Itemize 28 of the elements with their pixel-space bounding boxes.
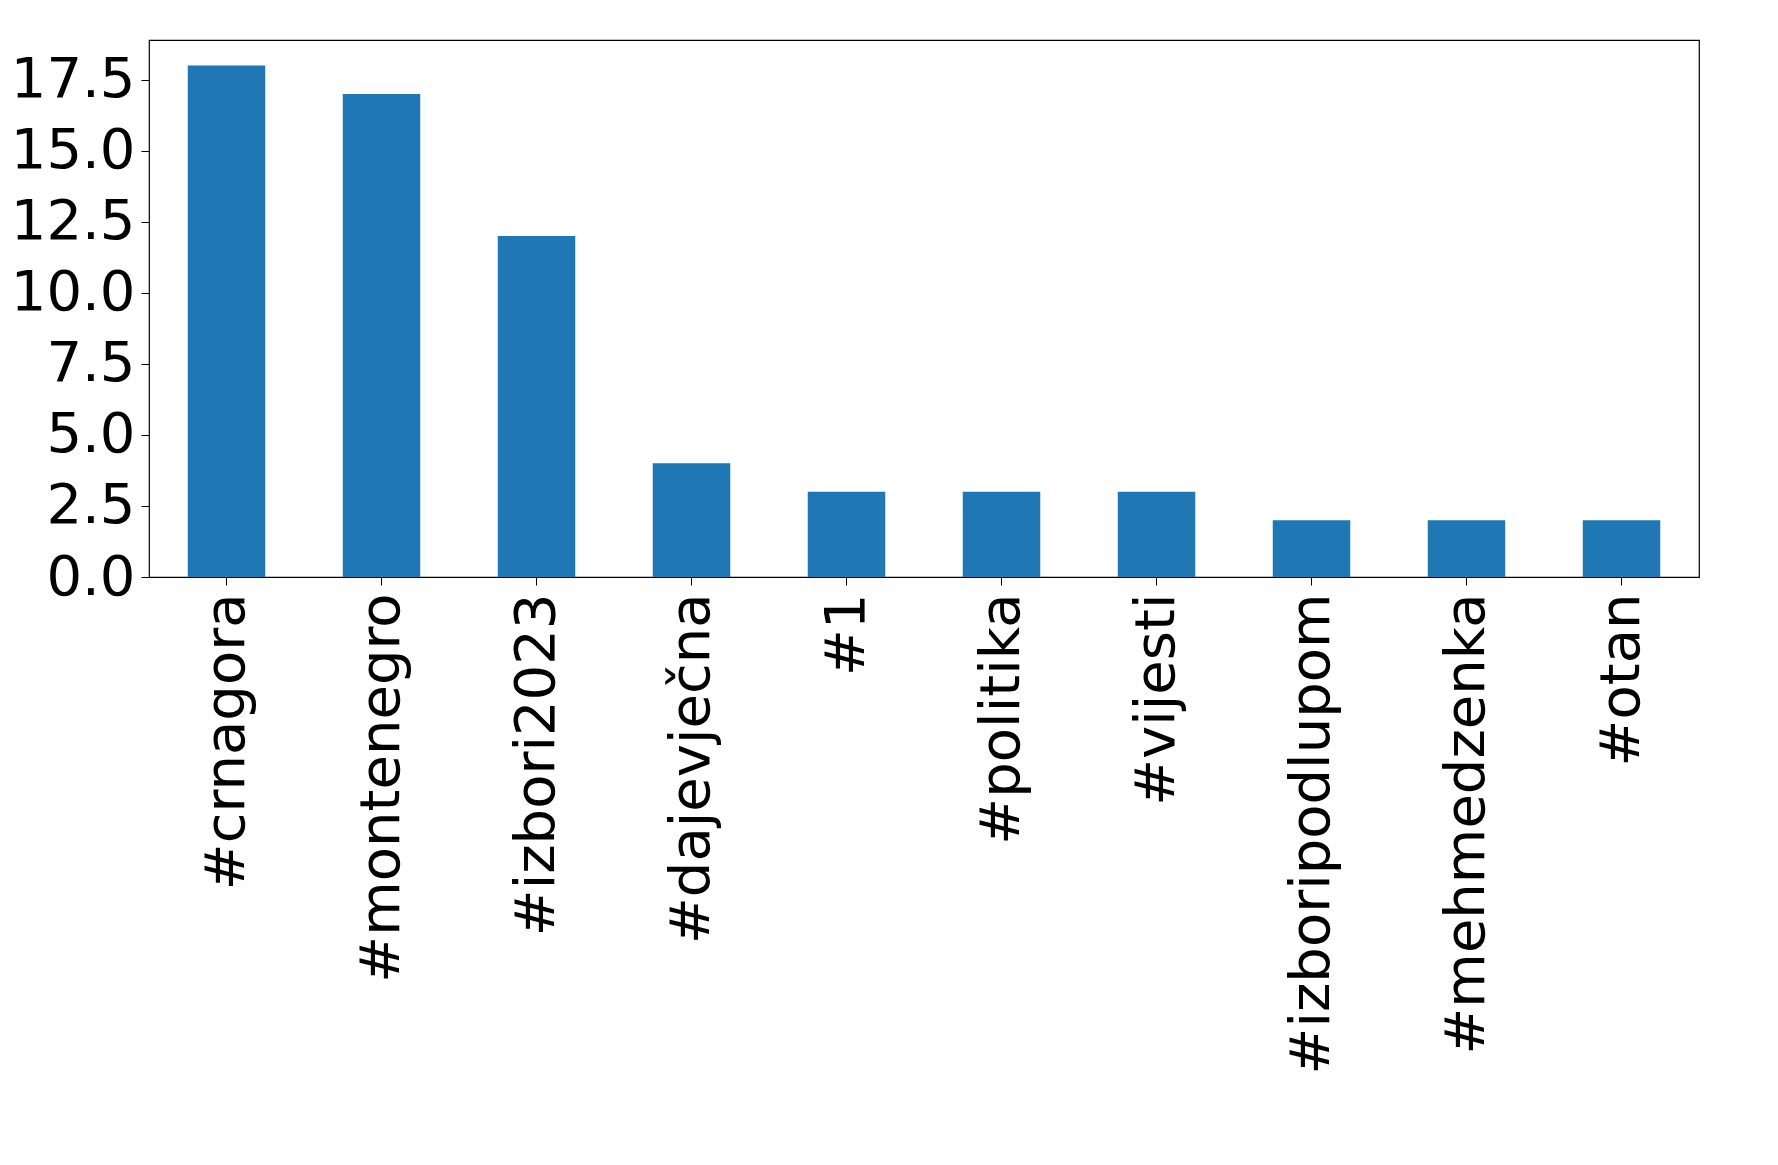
y-tick-label: 12.5 — [10, 187, 136, 253]
x-tick-label: #1 — [811, 593, 877, 677]
bar — [342, 93, 421, 577]
bar — [1117, 491, 1196, 577]
x-tick-label: #crnagora — [191, 593, 257, 891]
bar — [962, 491, 1041, 577]
y-tick-label: 15.0 — [10, 116, 136, 182]
x-tick-label: #vijesti — [1121, 593, 1187, 806]
bar — [1427, 520, 1506, 577]
bar — [497, 236, 576, 577]
x-tick-label: #izbori2023 — [501, 593, 567, 937]
x-tick-label: #mehmedzenka — [1431, 593, 1497, 1055]
bar — [187, 65, 266, 577]
x-tick-label: #izboripodlupom — [1276, 593, 1342, 1075]
x-tick-label: #montenegro — [346, 593, 412, 983]
y-tick-label: 10.0 — [10, 258, 136, 324]
bar — [1582, 520, 1661, 577]
bar — [652, 463, 731, 577]
x-tick-label: #otan — [1586, 593, 1652, 767]
bar — [1272, 520, 1351, 577]
y-tick-label: 0.0 — [46, 542, 136, 608]
bar — [807, 491, 886, 577]
x-tick-label: #dajevječna — [656, 593, 722, 945]
y-tick-label: 17.5 — [10, 45, 136, 111]
y-tick-label: 7.5 — [46, 329, 136, 395]
y-tick-label: 2.5 — [46, 471, 136, 537]
x-tick-label: #politika — [966, 593, 1032, 845]
y-tick-label: 5.0 — [46, 400, 136, 466]
